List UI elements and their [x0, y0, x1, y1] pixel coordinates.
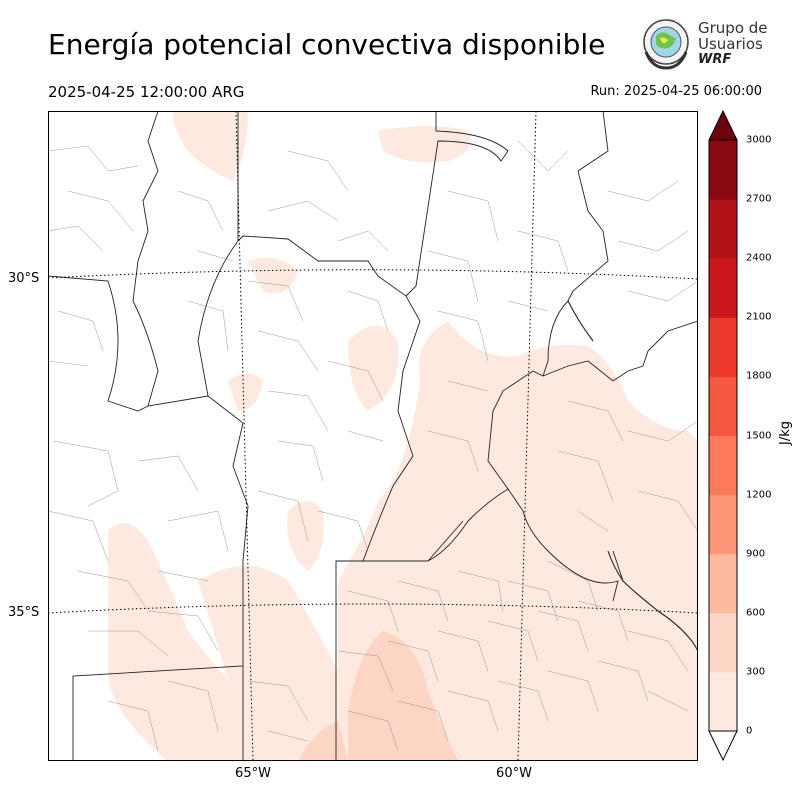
colorbar-segment	[709, 435, 737, 496]
logo-line-3: WRF	[698, 52, 732, 67]
valid-time: 2025-04-25 12:00:00 ARG	[48, 83, 245, 101]
colorbar-segment	[709, 671, 737, 732]
lat-label-35s: 35°S	[8, 605, 40, 620]
map-title: Energía potencial convectiva disponible	[48, 28, 606, 61]
colorbar-segment	[709, 140, 737, 200]
colorbar-tick-label: 300	[746, 666, 766, 678]
logo: Grupo de Usuarios WRF	[638, 16, 768, 72]
colorbar-segment	[709, 376, 737, 436]
colorbar-tick-label: 0	[746, 725, 753, 737]
colorbar-under-arrow	[708, 730, 738, 762]
colorbar-segment	[709, 199, 737, 259]
colorbar-tick-label: 1500	[746, 430, 772, 441]
map-panel	[48, 111, 698, 761]
graticule	[48, 111, 698, 761]
colorbar-segment	[709, 258, 737, 318]
department-boundaries	[48, 140, 698, 752]
colorbar-tick-label: 3000	[746, 134, 772, 146]
colorbar-tick-label: 1200	[746, 489, 772, 501]
run-time: Run: 2025-04-25 06:00:00	[590, 84, 762, 99]
colorbar-segment	[709, 317, 737, 377]
colorbar-segment	[709, 494, 737, 555]
colorbar-tick-label: 2100	[746, 311, 772, 323]
lon-label-65w: 65°W	[235, 766, 271, 781]
lon-label-60w: 60°W	[496, 766, 532, 781]
colorbar-tick-label: 600	[746, 607, 766, 619]
cape-shading-300	[298, 631, 458, 761]
colorbar	[708, 110, 738, 762]
colorbar-segment	[709, 553, 737, 614]
colorbar-segment	[709, 612, 737, 673]
colorbar-label: J/kg	[778, 421, 793, 445]
colorbar-tick-label: 900	[746, 548, 766, 560]
globe-logo-icon	[643, 19, 689, 70]
coastline	[567, 300, 698, 652]
colorbar-tick-label: 2700	[746, 193, 772, 205]
logo-line-2: Usuarios	[698, 35, 763, 53]
colorbar-tick-label: 1800	[746, 370, 772, 382]
lat-label-30s: 30°S	[8, 271, 40, 286]
logo-line-1: Grupo de	[698, 19, 768, 37]
colorbar-over-arrow	[708, 110, 738, 141]
colorbar-tick-label: 2400	[746, 252, 772, 264]
